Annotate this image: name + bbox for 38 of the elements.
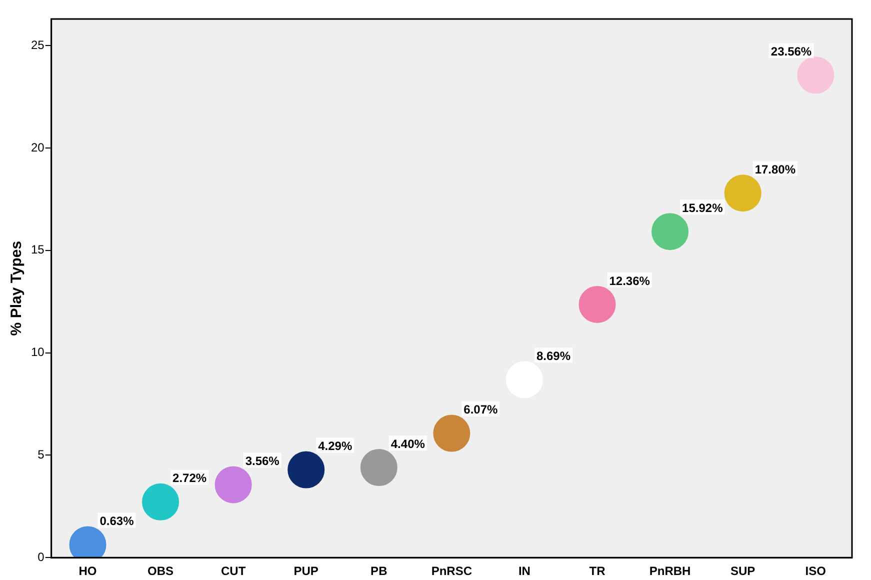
- x-tick-label: ISO: [805, 564, 826, 578]
- data-label: 12.36%: [609, 274, 650, 288]
- point: [797, 56, 834, 94]
- data-label: 23.56%: [770, 44, 812, 58]
- x-tick-label: HO: [78, 564, 97, 578]
- point: [578, 286, 616, 323]
- y-tick-label: 5: [38, 448, 45, 462]
- data-label: 8.69%: [536, 348, 571, 363]
- data-label: 4.40%: [390, 436, 426, 451]
- y-tick-label: 0: [38, 550, 45, 564]
- point: [724, 174, 762, 212]
- data-label: 4.29%: [318, 439, 352, 454]
- y-tick-label: 10: [30, 345, 45, 360]
- x-tick-label: SUP: [730, 564, 756, 578]
- point: [288, 451, 325, 488]
- y-tick-label: 15: [30, 242, 45, 257]
- x-tick-label: PnRBH: [649, 564, 691, 578]
- point: [142, 483, 180, 520]
- point: [433, 414, 470, 452]
- x-tick-label: PnRSC: [431, 564, 472, 578]
- x-tick-label: CUT: [220, 564, 246, 578]
- point: [652, 213, 689, 250]
- data-label: 0.63%: [100, 514, 134, 528]
- point: [360, 448, 398, 486]
- y-tick-label: 25: [30, 38, 45, 52]
- data-label: 2.72%: [172, 471, 207, 486]
- point: [214, 466, 252, 504]
- x-tick-label: PUP: [294, 564, 318, 578]
- x-tick-label: PB: [370, 564, 388, 578]
- data-label: 17.80%: [754, 162, 796, 176]
- y-tick-label: 20: [30, 140, 45, 154]
- data-label: 15.92%: [682, 200, 724, 215]
- data-label: 3.56%: [245, 454, 280, 468]
- data-label: 6.07%: [464, 402, 498, 417]
- x-tick-label: OBS: [148, 564, 174, 578]
- y-axis-title: % Play Types: [8, 240, 26, 336]
- x-tick-label: TR: [589, 564, 606, 578]
- x-tick-label: IN: [518, 564, 530, 578]
